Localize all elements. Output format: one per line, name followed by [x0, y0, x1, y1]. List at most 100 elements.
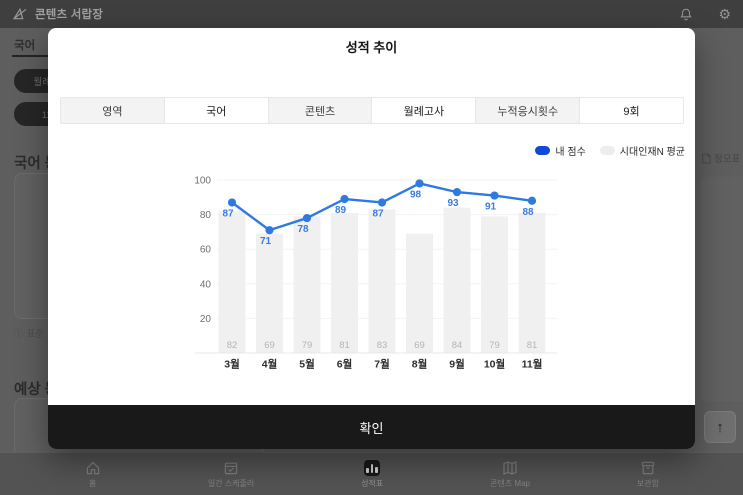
legend-item: 시대인재N 평균 — [599, 143, 685, 158]
point-value-label: 87 — [372, 208, 384, 219]
average-bar — [518, 212, 546, 353]
bar-value-label: 79 — [489, 340, 500, 351]
month-label: 10월 — [484, 358, 505, 371]
average-bar — [293, 216, 321, 353]
legend-swatch-icon — [535, 146, 551, 155]
legend-swatch-icon — [599, 146, 615, 155]
legend-label: 내 점수 — [555, 147, 586, 158]
trend-chart: 20 40 60 80 100 82 69 79 81 83 69 84 79 81 3월 4월 5월 6월 7월 8… — [185, 168, 565, 380]
background-section1-heading: 국어 등 — [14, 156, 59, 172]
confirm-button[interactable]: 확인 — [48, 405, 695, 449]
y-tick-label: 100 — [194, 176, 211, 187]
point-value-label: 71 — [260, 236, 272, 247]
point-value-label: 88 — [522, 207, 534, 218]
average-bar — [443, 207, 471, 353]
filter-cell-value[interactable]: 9회 — [579, 98, 683, 123]
score-point — [340, 194, 349, 204]
bar-value-label: 81 — [527, 340, 538, 351]
app-logo-icon — [12, 7, 28, 21]
bar-value-label: 81 — [339, 340, 350, 351]
month-label: 7월 — [374, 358, 390, 371]
bar-value-label: 84 — [452, 340, 463, 351]
score-point — [227, 198, 237, 207]
bottom-navigation: 홈 일간 스케줄러 성적표 콘텐츠 Map 보관함 — [0, 452, 743, 495]
point-value-label: 89 — [335, 205, 347, 216]
y-tick-label: 20 — [200, 314, 212, 325]
bar-value-label: 69 — [264, 340, 275, 351]
y-tick-label: 60 — [200, 245, 212, 256]
nav-item-calendar[interactable]: 일간 스케줄러 — [208, 459, 254, 489]
average-bar — [406, 233, 433, 353]
filter-cell-value[interactable]: 국어 — [163, 98, 268, 123]
point-value-label: 78 — [297, 224, 309, 235]
score-point — [527, 196, 537, 205]
bar-value-label: 82 — [227, 340, 238, 351]
filter-row: 영역 국어 콘텐츠 월례고사 누적응시횟수 9회 — [60, 97, 684, 124]
y-tick-label: 80 — [200, 210, 212, 221]
nav-item-label: 보관함 — [636, 479, 659, 488]
notification-bell-icon[interactable] — [679, 7, 693, 22]
nav-item-archive[interactable]: 보관함 — [637, 459, 659, 489]
average-bar — [368, 209, 396, 353]
month-label: 4월 — [262, 358, 278, 371]
map-icon — [502, 459, 519, 476]
score-point — [265, 226, 274, 235]
bar-value-label: 79 — [302, 340, 313, 351]
background-card — [700, 176, 743, 402]
modal-title: 성적 추이 — [345, 40, 398, 55]
score-point — [452, 188, 462, 197]
archive-icon — [639, 459, 656, 476]
calendar-icon — [223, 459, 240, 476]
standard-score-note: ⓘ 표준 — [14, 326, 44, 340]
filter-cell-label[interactable]: 누적응시횟수 — [475, 98, 580, 123]
top-app-bar: 콘텐츠 서랍장 ⚙ — [0, 0, 743, 28]
chart-icon — [364, 459, 381, 476]
point-value-label: 87 — [222, 208, 234, 219]
filter-cell-value[interactable]: 월례고사 — [371, 98, 476, 123]
month-label: 8월 — [412, 358, 428, 371]
nav-item-chart[interactable]: 성적표 — [361, 459, 383, 489]
average-bar — [331, 212, 358, 353]
score-point — [377, 198, 387, 207]
month-label: 11월 — [522, 358, 543, 371]
filter-cell-label[interactable]: 콘텐츠 — [267, 98, 372, 123]
month-label: 3월 — [224, 358, 240, 371]
month-label: 9월 — [449, 358, 465, 371]
bar-value-label: 69 — [414, 340, 425, 351]
score-point — [302, 213, 312, 223]
month-label: 6월 — [337, 358, 353, 371]
average-bar — [481, 216, 508, 353]
background-section2-heading: 예상 등 — [14, 382, 59, 398]
chart-legend: 내 점수 시대인재N 평균 — [535, 143, 685, 158]
document-icon — [702, 153, 711, 163]
point-value-label: 93 — [447, 198, 459, 209]
legend-label: 시대인재N 평균 — [619, 147, 685, 158]
home-icon — [84, 459, 101, 476]
average-bar — [256, 233, 283, 353]
nav-item-label: 일간 스케줄러 — [207, 479, 255, 488]
grade-trend-modal: 성적 추이 영역 국어 콘텐츠 월례고사 누적응시횟수 9회 내 점수 시대인재N 평균 2… — [48, 28, 695, 449]
settings-gear-icon[interactable]: ⚙ — [718, 6, 731, 22]
errata-link[interactable]: 정오표 — [702, 151, 740, 165]
nav-item-label: 콘텐츠 Map — [490, 479, 530, 488]
nav-item-home[interactable]: 홈 — [84, 459, 101, 489]
score-point — [490, 191, 499, 200]
nav-item-label: 성적표 — [361, 479, 384, 488]
info-icon: ⓘ — [14, 329, 24, 340]
nav-item-label: 홈 — [88, 479, 97, 488]
point-value-label: 91 — [485, 202, 497, 213]
filter-cell-label[interactable]: 영역 — [61, 98, 164, 123]
point-value-label: 98 — [410, 189, 422, 200]
legend-item: 내 점수 — [535, 143, 586, 158]
score-point — [415, 179, 424, 188]
month-label: 5월 — [299, 358, 315, 371]
bar-value-label: 83 — [377, 340, 388, 351]
background-tab-korean[interactable]: 국어 — [14, 40, 36, 52]
scroll-to-top-button[interactable]: ↑ — [704, 411, 736, 443]
y-tick-label: 40 — [200, 279, 212, 290]
tab-active-underline — [12, 55, 52, 57]
app-title: 콘텐츠 서랍장 — [35, 9, 104, 21]
nav-item-map[interactable]: 콘텐츠 Map — [490, 459, 530, 489]
average-bar — [218, 211, 246, 353]
